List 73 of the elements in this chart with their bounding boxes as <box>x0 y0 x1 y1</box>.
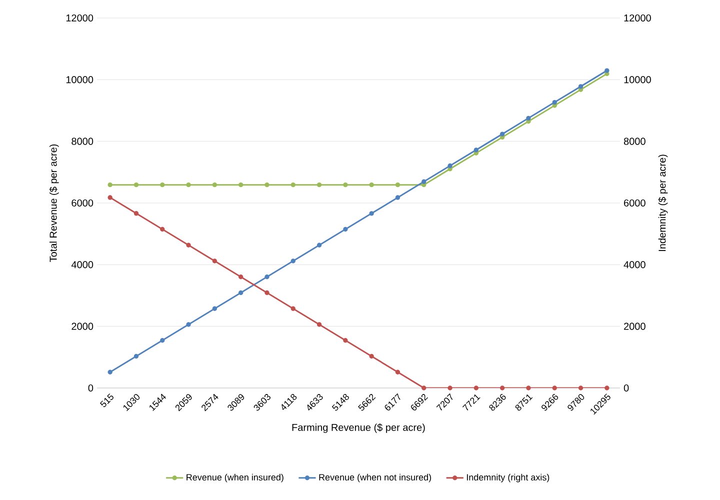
point <box>108 195 112 200</box>
point <box>604 68 610 73</box>
point <box>448 386 452 390</box>
point <box>552 100 557 105</box>
point <box>395 195 400 200</box>
point <box>290 306 296 311</box>
y-tick-label: 0 <box>88 384 94 392</box>
point <box>212 306 218 311</box>
point <box>238 182 244 188</box>
point <box>604 386 610 390</box>
y2-tick-label: 10000 <box>624 76 651 84</box>
y2-tick-label: 8000 <box>624 138 646 145</box>
point <box>264 290 270 296</box>
point <box>578 84 584 89</box>
point <box>264 274 270 280</box>
point <box>186 182 191 188</box>
point <box>500 132 505 136</box>
point <box>448 163 452 168</box>
point <box>578 386 584 390</box>
point <box>238 274 244 280</box>
point <box>343 338 348 343</box>
point <box>186 242 191 248</box>
point <box>369 211 374 216</box>
y2-axis-title: Indemnity ($ per acre) <box>658 154 668 251</box>
x-axis-title: Farming Revenue ($ per acre) <box>292 423 425 433</box>
y-tick-label: 4000 <box>71 261 94 268</box>
point <box>316 182 322 188</box>
point <box>474 386 479 390</box>
point <box>343 226 348 232</box>
y-tick-label: 6000 <box>72 199 94 207</box>
point <box>395 182 400 188</box>
point <box>264 182 270 188</box>
y-tick-label: 8000 <box>72 138 94 145</box>
point <box>552 386 557 390</box>
legend-label: Revenue (when insured) <box>186 474 284 482</box>
y-tick-label: 12000 <box>66 14 94 22</box>
point <box>212 182 218 188</box>
point <box>369 182 374 188</box>
point <box>422 179 426 184</box>
point <box>526 386 531 390</box>
point <box>186 322 191 327</box>
point <box>134 354 139 359</box>
y2-tick-label: 6000 <box>624 199 646 207</box>
point <box>474 148 479 152</box>
point <box>316 242 322 248</box>
point <box>395 370 400 374</box>
point <box>369 354 374 359</box>
point <box>290 182 296 188</box>
point <box>316 322 322 327</box>
point <box>238 290 244 296</box>
y2-tick-label: 4000 <box>624 261 646 268</box>
point <box>160 182 165 188</box>
point <box>422 386 426 390</box>
point <box>343 182 348 188</box>
point <box>160 338 165 343</box>
legend-label: Indemnity (right axis) <box>466 474 550 482</box>
point <box>108 182 112 188</box>
point <box>212 258 218 264</box>
point <box>108 370 112 374</box>
y2-tick-label: 2000 <box>624 322 646 330</box>
y2-tick-label: 12000 <box>624 14 651 22</box>
point <box>500 386 505 390</box>
y-axis-title: Total Revenue ($ per acre) <box>49 144 59 262</box>
point <box>134 211 139 216</box>
point <box>134 182 139 188</box>
point <box>526 116 531 121</box>
x-tick-label: 515 <box>100 394 114 408</box>
legend-label: Revenue (when not insured) <box>319 474 432 482</box>
y-tick-label: 10000 <box>66 76 94 84</box>
point <box>160 226 165 232</box>
y-tick-label: 2000 <box>72 322 94 330</box>
y2-tick-label: 0 <box>624 384 629 392</box>
point <box>290 258 296 264</box>
